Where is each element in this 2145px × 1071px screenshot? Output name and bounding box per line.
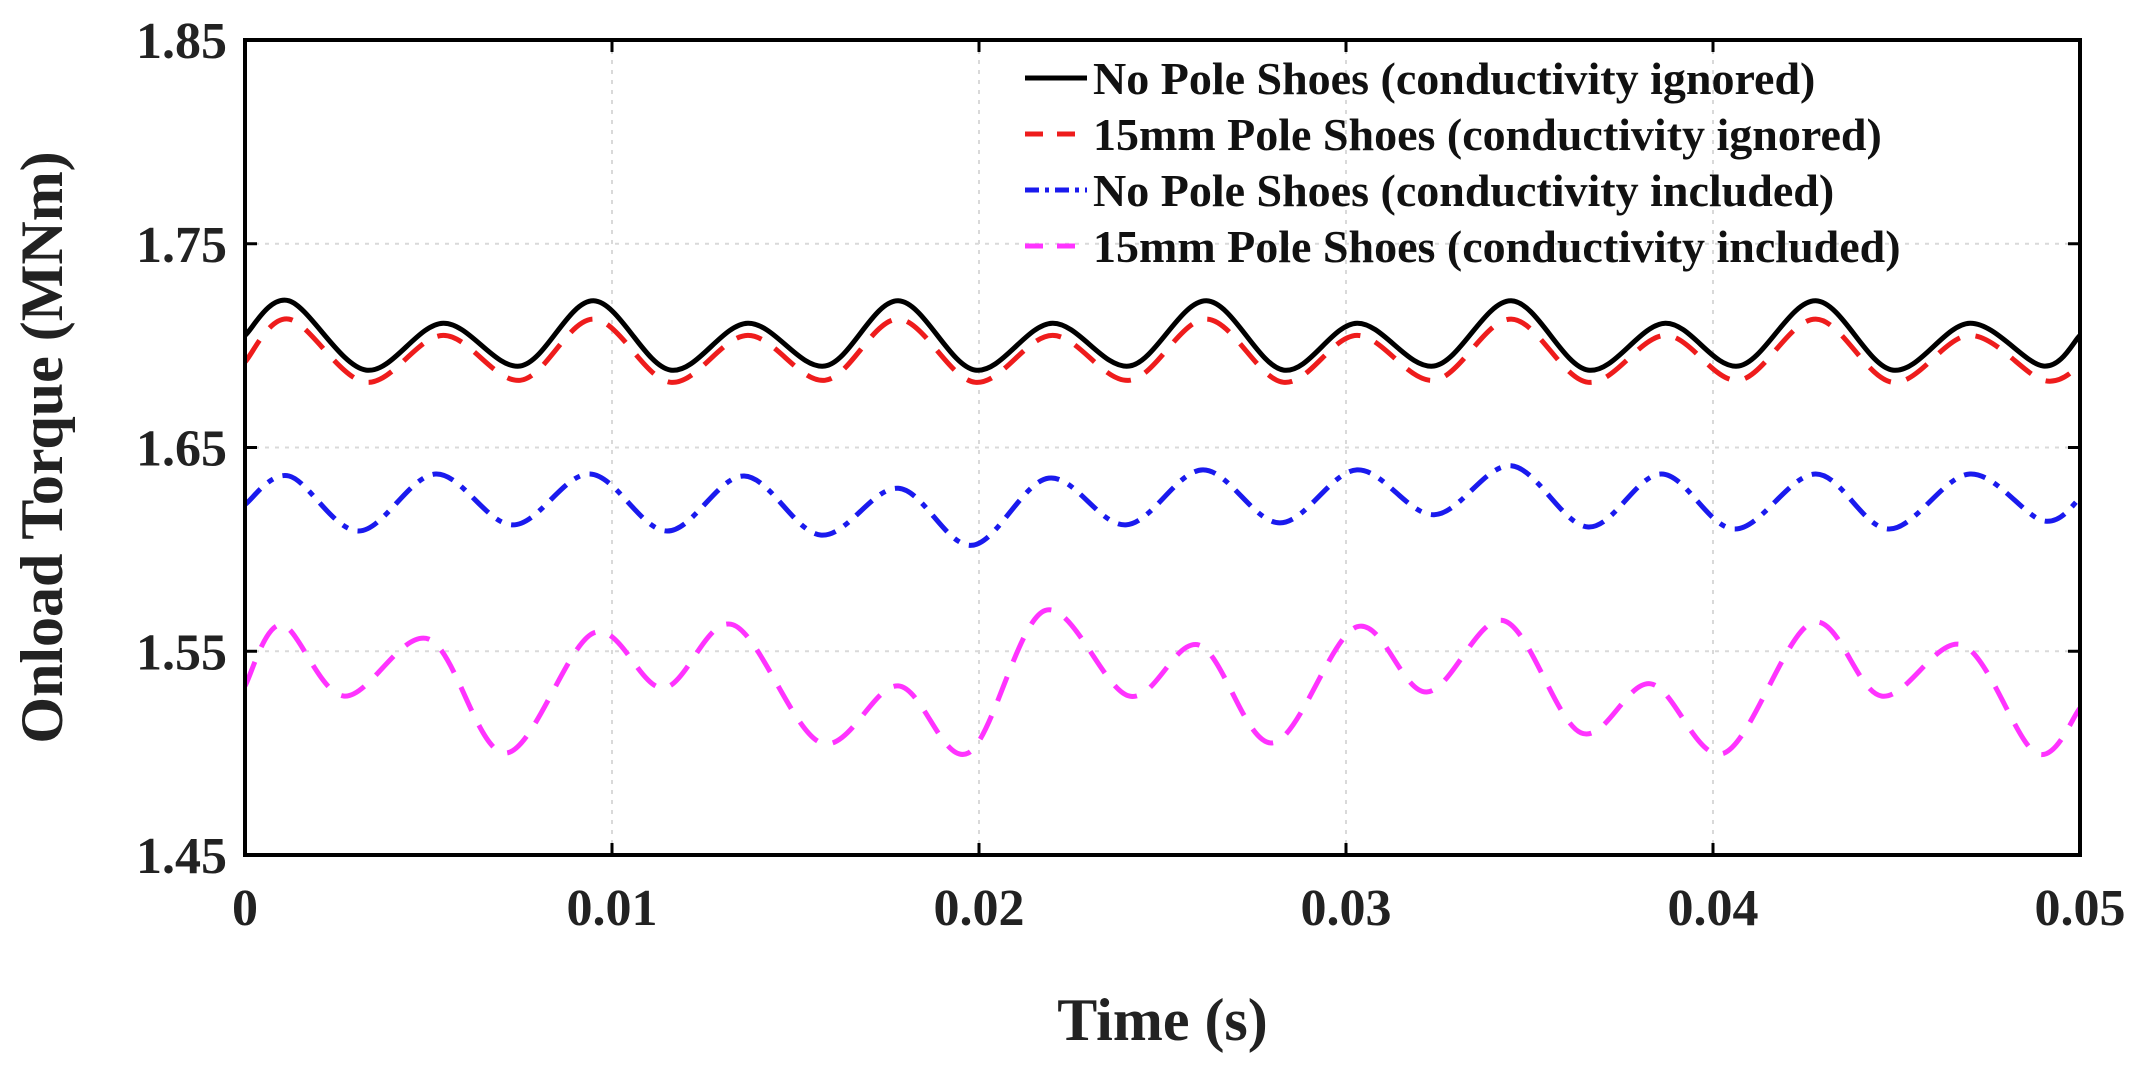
x-tick-label: 0.04 [1668,880,1759,937]
y-tick-label: 1.65 [136,421,227,478]
legend-label-1: No Pole Shoes (conductivity ignored) [1093,53,1815,104]
axis-ticks: 1.45 1.55 1.65 1.75 1.85 0 0.01 0.02 0.03 0.04 0.0… [136,13,2126,937]
legend-label-2: 15mm Pole Shoes (conductivity ignored) [1093,109,1882,160]
y-axis-title: Onload Torque (MNm) [9,151,75,743]
x-tick-label: 0.03 [1301,880,1392,937]
legend-label-4: 15mm Pole Shoes (conductivity included) [1093,221,1901,272]
y-tick-label: 1.45 [136,828,227,885]
legend: No Pole Shoes (conductivity ignored)15mm… [1025,53,1901,272]
legend-label-3: No Pole Shoes (conductivity included) [1093,165,1834,216]
x-tick-label: 0 [232,880,258,937]
series-line-3 [243,463,2082,548]
y-tick-label: 1.55 [136,624,227,681]
x-tick-label: 0.05 [2035,880,2126,937]
series-line-1 [243,297,2082,373]
y-tick-label: 1.75 [136,217,227,274]
series-line-4 [242,607,2082,758]
x-tick-label: 0.01 [567,880,658,937]
x-axis-title: Time (s) [1057,987,1268,1053]
series-line-2 [243,316,2082,385]
x-tick-label: 0.02 [934,880,1025,937]
plot-series [242,297,2082,758]
y-tick-label: 1.85 [136,13,227,70]
